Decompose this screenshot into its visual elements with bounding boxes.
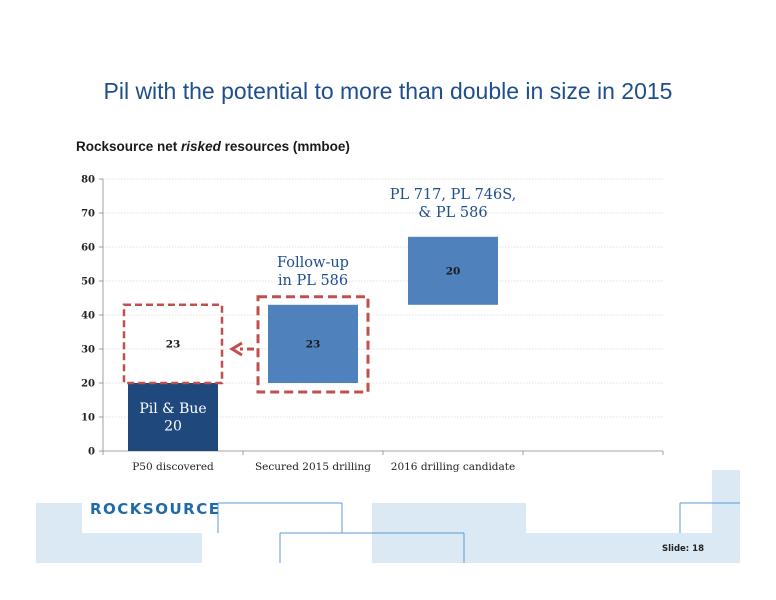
y-tick-label: 10 — [81, 413, 95, 424]
decor-block — [36, 503, 82, 563]
annotation-label: PL 717, PL 746S, & PL 586 — [390, 187, 517, 221]
data-label: 20 — [446, 265, 461, 277]
subtitle-part-1: Rocksource net — [76, 139, 182, 154]
x-tick-label: P50 discovered — [132, 461, 214, 473]
bar — [408, 236, 498, 305]
slide-number: Slide: 18 — [662, 544, 704, 554]
y-tick-label: 70 — [81, 209, 95, 220]
data-label: 23 — [306, 339, 321, 351]
bar — [268, 304, 358, 383]
slide-title: Pil with the potential to more than doub… — [103, 78, 673, 104]
bar-highlight-frame — [256, 295, 370, 394]
y-tick-label: 40 — [81, 311, 95, 322]
y-tick-label: 0 — [88, 447, 95, 458]
y-tick-label: 80 — [81, 175, 95, 186]
y-tick-label: 20 — [81, 379, 95, 390]
y-tick-label: 50 — [81, 277, 95, 288]
data-label: 23 — [166, 339, 181, 351]
x-tick-label: 2016 drilling candidate — [391, 461, 515, 473]
decor-block — [82, 533, 202, 563]
arrow-head-icon — [229, 341, 243, 357]
bar — [128, 383, 218, 451]
decor-block — [712, 470, 740, 563]
subtitle-emphasis: risked — [181, 139, 221, 154]
rocksource-logo: ROCKSOURCE — [90, 500, 221, 518]
annotation-label: Follow-up in PL 586 — [277, 255, 349, 289]
bar-dashed-outline — [122, 303, 224, 385]
subtitle-part-2: resources (mmboe) — [220, 139, 350, 154]
y-tick-label: 30 — [81, 345, 95, 356]
x-tick-label: Secured 2015 drilling — [255, 461, 371, 473]
y-tick-label: 60 — [81, 243, 95, 254]
chart-subtitle: Rocksource net risked resources (mmboe) — [76, 139, 350, 154]
data-label: Pil & Bue 20 — [139, 401, 206, 435]
decor-block — [526, 533, 712, 563]
